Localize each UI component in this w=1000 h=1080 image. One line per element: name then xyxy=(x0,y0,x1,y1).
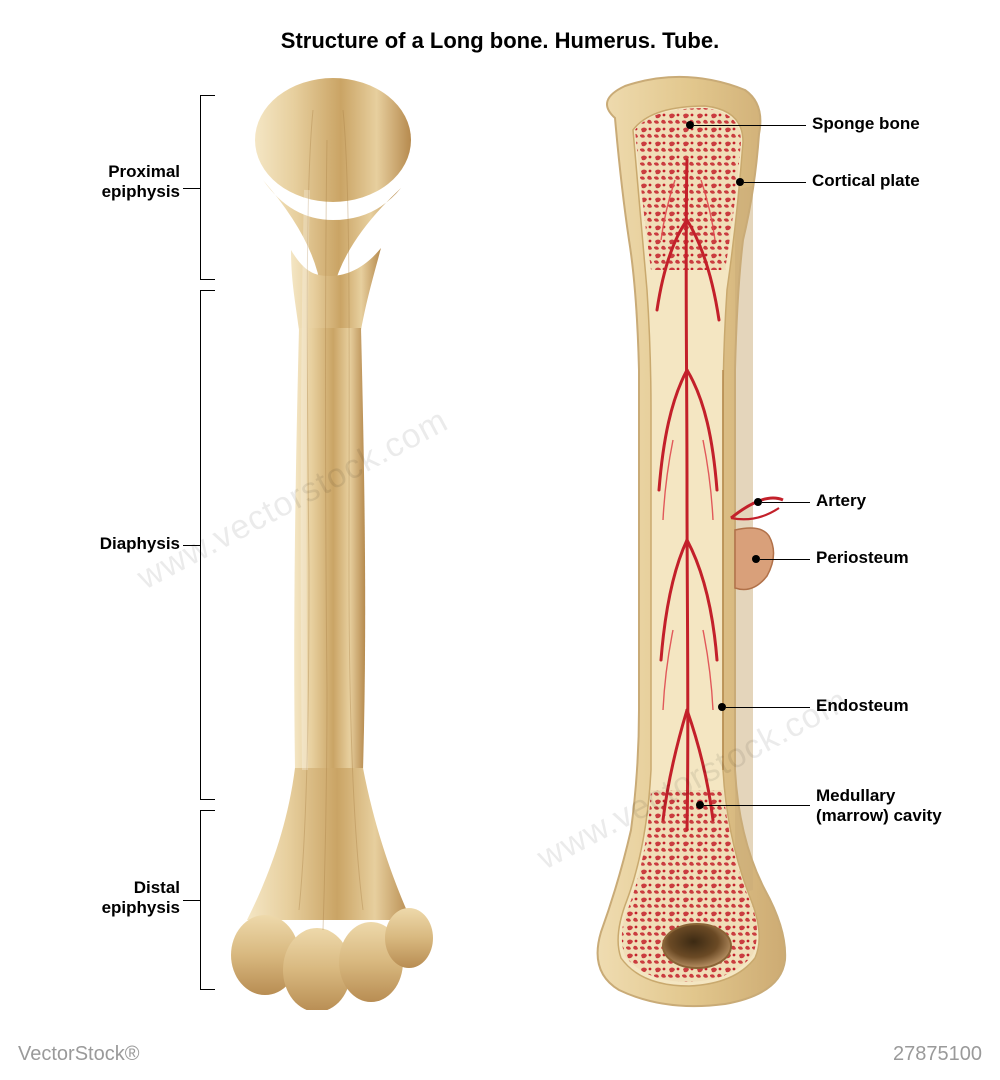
label-proximal: Proximal epiphysis xyxy=(40,162,180,201)
label-sponge: Sponge bone xyxy=(812,114,920,134)
bone-section xyxy=(555,70,855,1010)
leader-sponge xyxy=(694,125,806,126)
label-medullary: Medullary (marrow) cavity xyxy=(816,786,942,825)
label-periosteum: Periosteum xyxy=(816,548,909,568)
leader-artery xyxy=(762,502,810,503)
label-cortical: Cortical plate xyxy=(812,171,920,191)
leader-cortical xyxy=(744,182,806,183)
dot-periosteum xyxy=(752,555,760,563)
label-distal: Distal epiphysis xyxy=(40,878,180,917)
dot-endosteum xyxy=(718,703,726,711)
footer-id: 27875100 xyxy=(893,1043,982,1066)
dot-medullary xyxy=(696,801,704,809)
footer-logo: VectorStock® xyxy=(18,1043,139,1066)
diagram-stage: { "title": {"text":"Structure of a Long … xyxy=(0,0,1000,1080)
dot-sponge xyxy=(686,121,694,129)
label-artery: Artery xyxy=(816,491,866,511)
diagram-title: Structure of a Long bone. Humerus. Tube. xyxy=(0,28,1000,54)
leader-medullary xyxy=(704,805,810,806)
leader-periosteum xyxy=(760,559,810,560)
dot-artery xyxy=(754,498,762,506)
dot-cortical xyxy=(736,178,744,186)
bracket-distal xyxy=(200,810,201,990)
bracket-proximal xyxy=(200,95,201,280)
